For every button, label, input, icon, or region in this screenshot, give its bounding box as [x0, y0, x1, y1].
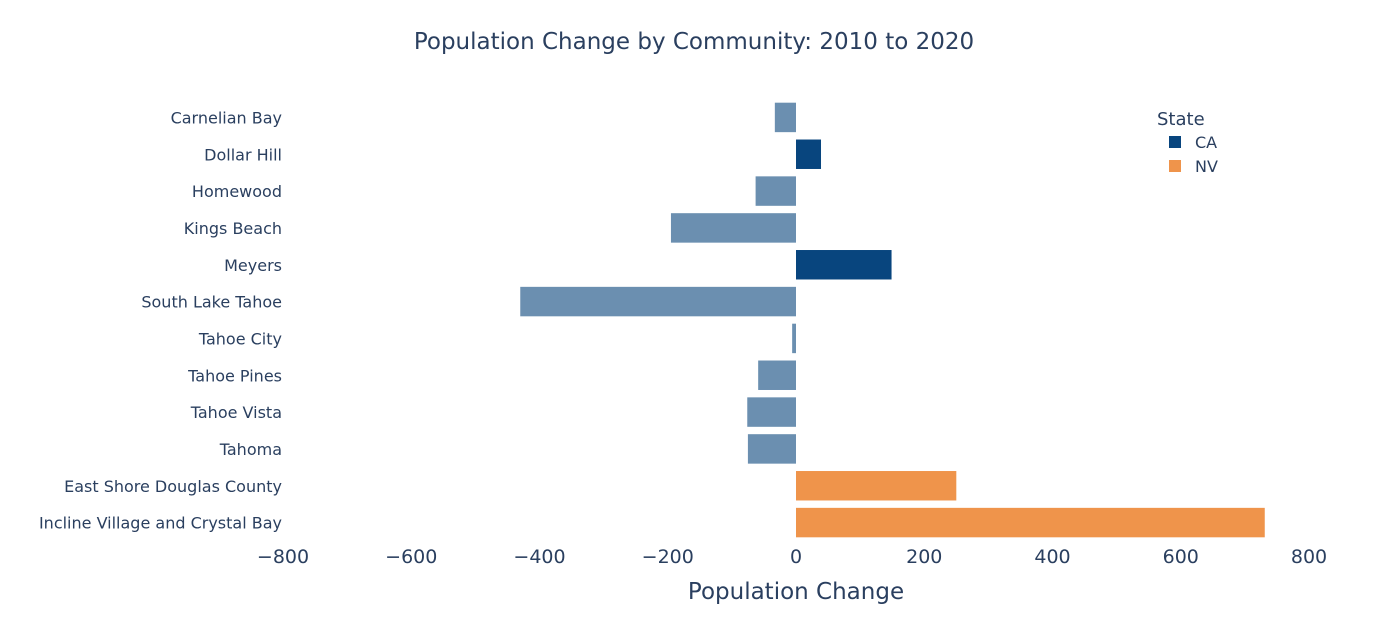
y-tick-label: South Lake Tahoe — [141, 293, 282, 312]
bar-tahoma[interactable] — [747, 434, 796, 464]
x-axis-title: Population Change — [688, 579, 904, 605]
bar-carnelian-bay[interactable] — [774, 102, 796, 133]
legend-title: State — [1157, 109, 1205, 130]
bar-kings-beach[interactable] — [670, 213, 796, 243]
bar-south-lake-tahoe[interactable] — [520, 286, 796, 317]
bar-dollar-hill[interactable] — [796, 139, 822, 169]
legend-label-ca[interactable]: CA — [1195, 133, 1217, 152]
bar-incline-village-and-crystal-bay[interactable] — [796, 507, 1265, 538]
y-tick-label: Tahoe City — [198, 329, 282, 348]
bar-tahoe-vista[interactable] — [747, 397, 796, 427]
bars-group — [520, 102, 1265, 538]
x-tick-label: −600 — [385, 546, 437, 568]
y-tick-label: Incline Village and Crystal Bay — [39, 514, 282, 533]
y-tick-labels: Carnelian Bay Dollar Hill Homewood Kings Be… — [39, 108, 282, 532]
y-tick-label: Carnelian Bay — [171, 108, 282, 127]
legend[interactable]: State CA NV — [1157, 109, 1218, 176]
y-tick-label: Dollar Hill — [204, 145, 282, 164]
x-tick-label: 200 — [906, 546, 942, 568]
x-tick-label: 0 — [790, 546, 802, 568]
bar-tahoe-city[interactable] — [792, 323, 796, 354]
x-tick-label: −400 — [513, 546, 565, 568]
y-tick-label: Tahoe Vista — [190, 403, 282, 422]
x-tick-labels: −800 −600 −400 −200 0 200 400 600 800 — [257, 546, 1327, 568]
x-tick-label: 600 — [1163, 546, 1199, 568]
x-tick-label: 400 — [1034, 546, 1070, 568]
bar-meyers[interactable] — [796, 250, 892, 280]
y-tick-label: Kings Beach — [184, 219, 282, 238]
x-tick-label: −200 — [642, 546, 694, 568]
y-tick-label: Homewood — [192, 182, 282, 201]
legend-swatch-nv[interactable] — [1169, 160, 1181, 172]
y-tick-label: Meyers — [224, 256, 282, 275]
chart-title: Population Change by Community: 2010 to … — [414, 29, 974, 55]
y-tick-label: Tahoma — [219, 440, 282, 459]
bar-east-shore-douglas-county[interactable] — [796, 471, 957, 501]
y-tick-label: Tahoe Pines — [187, 366, 282, 385]
x-tick-label: 800 — [1291, 546, 1327, 568]
legend-label-nv[interactable]: NV — [1195, 157, 1218, 176]
bar-tahoe-pines[interactable] — [758, 360, 796, 390]
legend-swatch-ca[interactable] — [1169, 136, 1181, 148]
legend-items: CA NV — [1169, 133, 1218, 176]
y-tick-label: East Shore Douglas County — [64, 477, 282, 496]
bar-homewood[interactable] — [755, 176, 796, 206]
x-tick-label: −800 — [257, 546, 309, 568]
